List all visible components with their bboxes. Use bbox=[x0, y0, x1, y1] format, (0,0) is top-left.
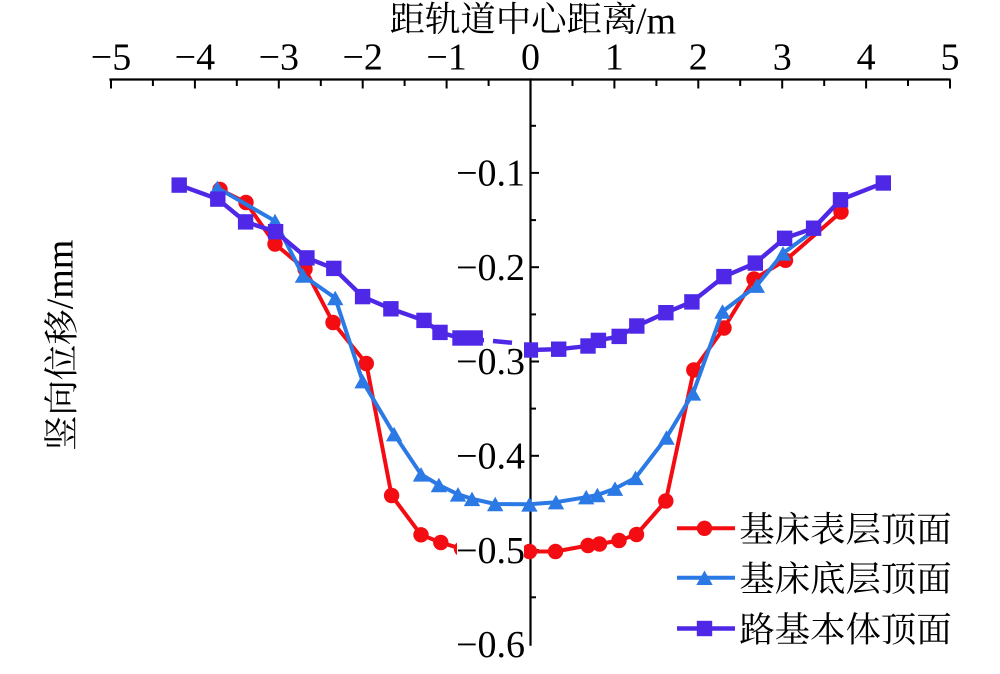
svg-text:−5: −5 bbox=[91, 37, 131, 79]
svg-text:5: 5 bbox=[941, 37, 960, 79]
svg-text:−0.4: −0.4 bbox=[456, 436, 525, 478]
svg-text:−0.5: −0.5 bbox=[456, 530, 525, 572]
svg-text:−2: −2 bbox=[342, 37, 382, 79]
svg-text:−0.2: −0.2 bbox=[456, 247, 525, 289]
svg-text:/m: /m bbox=[636, 1, 676, 43]
svg-text:2: 2 bbox=[689, 37, 708, 79]
svg-text:0: 0 bbox=[521, 37, 540, 79]
svg-text:4: 4 bbox=[857, 37, 876, 79]
svg-text:−4: −4 bbox=[175, 37, 215, 79]
svg-text:3: 3 bbox=[773, 37, 792, 79]
svg-text:−0.6: −0.6 bbox=[456, 624, 525, 666]
svg-text:/mm: /mm bbox=[40, 240, 82, 310]
svg-text:−1: −1 bbox=[426, 37, 466, 79]
svg-text:−0.1: −0.1 bbox=[456, 153, 525, 195]
svg-text:1: 1 bbox=[605, 37, 624, 79]
svg-text:−3: −3 bbox=[259, 37, 299, 79]
svg-text:−0.3: −0.3 bbox=[456, 341, 525, 383]
